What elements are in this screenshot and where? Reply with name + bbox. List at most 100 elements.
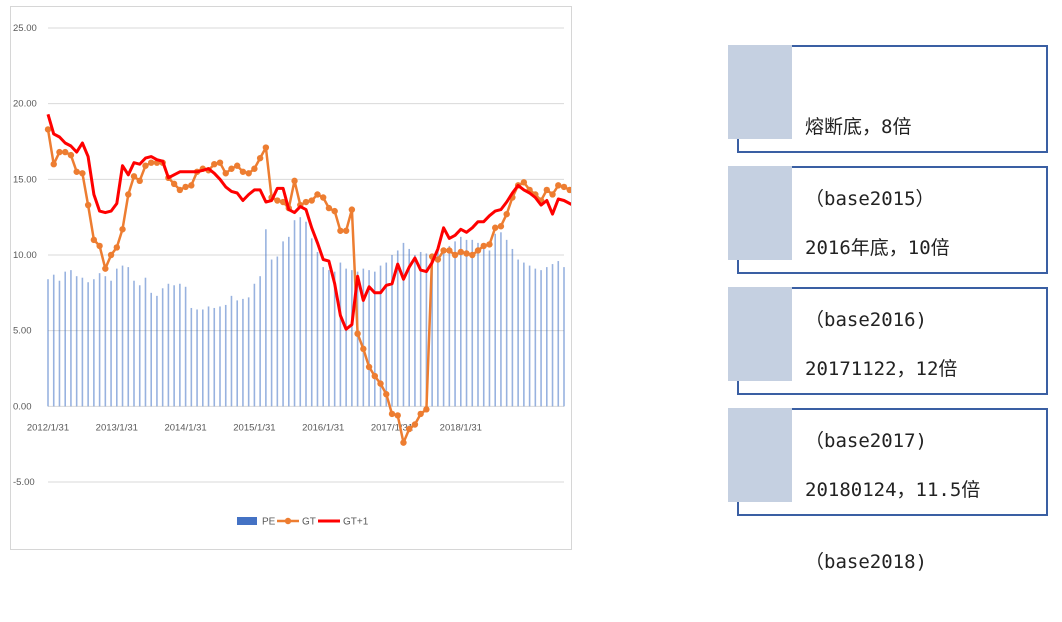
pe-bar (173, 285, 175, 407)
gt-marker (279, 198, 287, 206)
callout-bracket (792, 166, 1048, 274)
pe-bar (540, 270, 542, 407)
gt-marker (216, 159, 224, 166)
gt-marker (463, 250, 470, 257)
gt-marker (211, 161, 218, 168)
gt-marker (44, 126, 52, 133)
pe-bar (179, 283, 181, 407)
gt-marker (457, 248, 464, 256)
callout-base2017: 20171122，12倍 （base2017) (728, 287, 1048, 452)
callout-line2: （base2015） (805, 188, 935, 210)
gt-marker (102, 265, 109, 272)
callout-swatch (728, 45, 792, 139)
pe-bar (408, 248, 410, 407)
pe-bar (517, 259, 519, 407)
gt-marker (365, 363, 373, 371)
gt-marker (325, 204, 333, 212)
pe-bar (431, 255, 433, 407)
callout-bracket-bottom (737, 514, 797, 516)
gt-marker (560, 183, 568, 191)
pe-bar (437, 247, 439, 407)
gt-marker (90, 236, 98, 244)
pe-bar (471, 239, 474, 407)
gt-marker (119, 226, 126, 233)
pe-bar (391, 255, 393, 407)
gt-marker (251, 165, 258, 172)
callout-line2: （base2018) (805, 551, 927, 573)
gt-marker (497, 223, 505, 230)
pe-bar (104, 276, 107, 407)
pe-bar (116, 268, 118, 407)
x-tick-label: 2013/1/31 (96, 422, 138, 433)
callout-line2: （base2016) (805, 309, 927, 331)
pe-bar (81, 277, 84, 407)
legend-label: GT+1 (343, 517, 369, 528)
callout-bracket-left (737, 381, 739, 395)
pe-bar (385, 262, 388, 407)
gt-marker (170, 180, 178, 188)
gt-marker (440, 247, 447, 254)
gt-marker (469, 251, 476, 259)
legend-label: PE (262, 517, 276, 528)
gt-marker (555, 182, 562, 189)
gt-marker (549, 191, 556, 198)
gt-marker (543, 186, 550, 194)
pe-bar (419, 251, 422, 407)
y-tick-label: -5.00 (13, 477, 35, 488)
gt-marker (142, 162, 149, 169)
callout-bracket-left (737, 260, 739, 274)
pe-bar (396, 250, 399, 407)
gt-marker (331, 207, 338, 215)
gt-marker (245, 170, 252, 177)
pe-bar (402, 242, 405, 407)
gt-marker (423, 406, 430, 413)
callout-bracket (792, 287, 1048, 395)
pe-bar (551, 264, 554, 407)
gt-marker (406, 425, 413, 433)
gt-marker (79, 170, 86, 177)
callout-text: 熔断底，8倍 （base2015） (805, 67, 935, 259)
callout-line1: 2016年底，10倍 (805, 237, 950, 259)
pe-bar (230, 295, 233, 407)
callout-text: 2016年底，10倍 （base2016) (805, 188, 950, 380)
callout-bracket-bottom (737, 272, 797, 274)
y-tick-label: 25.00 (13, 23, 37, 34)
x-tick-label: 2012/1/31 (27, 422, 69, 433)
gt-marker (371, 372, 378, 380)
pe-bar (557, 261, 560, 407)
pe-bar (265, 229, 267, 407)
pe-bar (52, 274, 55, 407)
gt-marker (62, 148, 69, 156)
callout-base2018: 20180124，11.5倍 （base2018) (728, 408, 1048, 573)
pe-bar (511, 248, 514, 407)
callout-text: 20180124，11.5倍 （base2018) (805, 430, 980, 622)
pe-bar (87, 282, 89, 407)
gt-marker (188, 182, 195, 189)
pe-gt-chart: 25.00 20.00 15.00 10.00 5.00 0.00 -5.00 2012/1/… (13, 23, 571, 528)
gt-marker (308, 197, 315, 204)
pe-bar (70, 270, 72, 407)
pe-bar (414, 255, 416, 407)
gt-marker (148, 159, 155, 166)
pe-bar (98, 273, 101, 407)
gt-marker (228, 165, 235, 172)
gt-marker (337, 227, 344, 234)
gt-marker (302, 198, 310, 206)
gt-marker (136, 177, 143, 185)
callout-bracket-left (737, 502, 739, 516)
pe-bar (494, 233, 496, 407)
pe-bar (310, 238, 313, 407)
gt-marker (50, 161, 57, 168)
pe-bar (253, 283, 256, 407)
pe-bar (138, 285, 141, 407)
pe-bar (351, 270, 353, 407)
pe-bar (58, 280, 61, 407)
pe-bar (64, 271, 66, 407)
pe-bar (460, 236, 462, 407)
pe-bar (207, 306, 210, 407)
pe-bar (345, 268, 347, 407)
callout-bracket (792, 45, 1048, 153)
gt-marker (503, 210, 510, 218)
y-tick-label: 10.00 (13, 250, 37, 261)
gt-marker (360, 345, 367, 353)
